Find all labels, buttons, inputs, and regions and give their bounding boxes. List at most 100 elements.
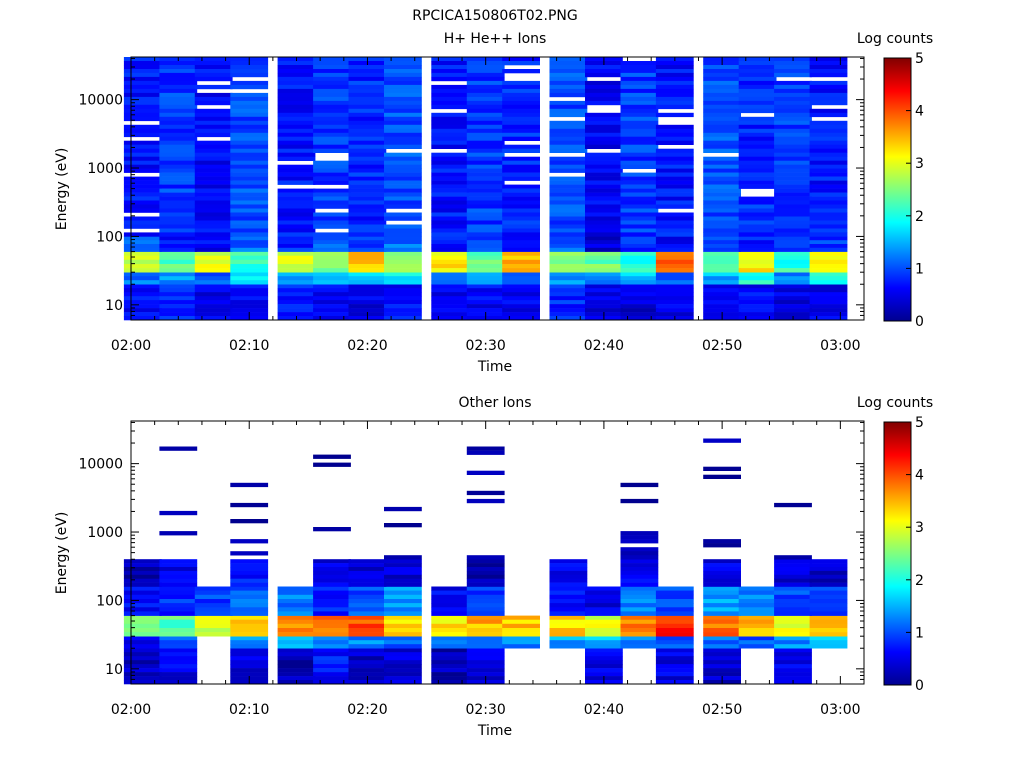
heatmap-cell xyxy=(159,574,198,579)
x-tick-label: 02:00 xyxy=(111,338,151,354)
heatmap-cell xyxy=(585,196,623,201)
heatmap-cell xyxy=(313,244,351,249)
heatmap-cell xyxy=(194,224,233,229)
heatmap-cell xyxy=(620,251,659,256)
heatmap-cell xyxy=(585,136,623,141)
heatmap-cell xyxy=(585,188,623,193)
heatmap-cell xyxy=(123,316,162,321)
heatmap-cell xyxy=(466,108,505,114)
heatmap-cell xyxy=(123,216,162,221)
heatmap-cell xyxy=(348,156,387,161)
heatmap-cell xyxy=(384,288,422,293)
heatmap-cell xyxy=(703,220,741,225)
heatmap-cell xyxy=(655,648,694,653)
heatmap-cell xyxy=(348,276,387,281)
heatmap-cell xyxy=(230,92,269,98)
heatmap-cell xyxy=(123,567,162,572)
heatmap-cell xyxy=(774,276,812,281)
heatmap-cell xyxy=(384,523,422,528)
heatmap-cell xyxy=(809,136,848,141)
heatmap-cell xyxy=(159,308,198,313)
heatmap-cell xyxy=(348,296,387,301)
heatmap-cell xyxy=(194,619,233,625)
heatmap-cell xyxy=(384,224,422,229)
heatmap-cell xyxy=(502,188,540,193)
heatmap-cell xyxy=(159,559,198,564)
heatmap-cell xyxy=(655,640,694,645)
heatmap-cell xyxy=(194,236,233,241)
heatmap-cell xyxy=(348,607,387,612)
heatmap-cell xyxy=(230,623,269,629)
heatmap-cell xyxy=(230,640,269,645)
heatmap-cell xyxy=(620,140,659,145)
heatmap-cell xyxy=(277,672,316,677)
heatmap-cell xyxy=(549,276,588,281)
heatmap-cell xyxy=(230,519,269,524)
heatmap-cell xyxy=(348,288,387,293)
heatmap-cell xyxy=(230,144,269,149)
heatmap-cell xyxy=(277,216,316,221)
heatmap-cell xyxy=(774,292,812,297)
heatmap-cell xyxy=(159,292,198,297)
heatmap-cell xyxy=(384,668,422,673)
heatmap-cell xyxy=(738,152,777,157)
heatmap-cell xyxy=(194,611,233,616)
heatmap-cell xyxy=(159,594,198,600)
heatmap-cell xyxy=(620,112,659,118)
heatmap-cell xyxy=(585,251,623,256)
heatmap-cell xyxy=(384,108,422,114)
heatmap-cell xyxy=(159,184,198,189)
heatmap-cell xyxy=(313,268,351,273)
heatmap-cell xyxy=(703,204,741,209)
heatmap-cell xyxy=(194,204,233,209)
colorbar-tick-label: 3 xyxy=(915,156,924,172)
heatmap-cell xyxy=(466,296,505,301)
heatmap-cell xyxy=(466,192,505,197)
heatmap-cell xyxy=(384,232,422,237)
heatmap-cell xyxy=(384,264,422,269)
heatmap-cell xyxy=(431,72,470,78)
y-tick-label: 100 xyxy=(96,593,123,609)
heatmap-cell xyxy=(620,172,659,177)
heatmap-cell xyxy=(466,672,505,677)
heatmap-cell xyxy=(348,664,387,669)
heatmap-cell xyxy=(277,240,316,245)
heatmap-cell xyxy=(774,224,812,229)
heatmap-cell xyxy=(585,599,623,604)
colorbar-tick-label: 0 xyxy=(915,314,924,330)
heatmap-cell xyxy=(348,80,387,86)
heatmap-cell xyxy=(585,652,623,657)
heatmap-cell xyxy=(431,259,470,265)
heatmap-cell xyxy=(194,259,233,265)
heatmap-cell xyxy=(384,280,422,285)
heatmap-cell xyxy=(313,599,351,604)
heatmap-cell xyxy=(123,108,162,114)
heatmap-cell xyxy=(123,104,162,110)
heatmap-cell xyxy=(774,204,812,209)
heatmap-cell xyxy=(585,304,623,309)
heatmap-cell xyxy=(194,268,233,273)
heatmap-cell xyxy=(194,288,233,293)
heatmap-cell xyxy=(655,656,694,661)
heatmap-cell xyxy=(738,144,777,149)
heatmap-cell xyxy=(431,180,470,185)
heatmap-cell xyxy=(703,196,741,201)
heatmap-cell xyxy=(655,280,694,285)
heatmap-cell xyxy=(431,184,470,189)
heatmap-cell xyxy=(431,208,470,213)
heatmap-cell xyxy=(738,172,777,177)
heatmap-cell xyxy=(313,578,351,583)
heatmap-cell xyxy=(620,308,659,313)
heatmap-cell xyxy=(549,599,588,604)
heatmap-cell xyxy=(431,680,470,685)
heatmap-cell xyxy=(549,65,588,70)
heatmap-cell xyxy=(774,648,812,653)
heatmap-cell xyxy=(194,208,233,213)
heatmap-cell xyxy=(431,619,470,625)
heatmap-cell xyxy=(384,594,422,600)
heatmap-cell xyxy=(585,92,623,98)
heatmap-cell xyxy=(738,586,777,591)
heatmap-cell xyxy=(809,80,848,86)
heatmap-cell xyxy=(384,300,422,305)
heatmap-cell xyxy=(431,236,470,241)
